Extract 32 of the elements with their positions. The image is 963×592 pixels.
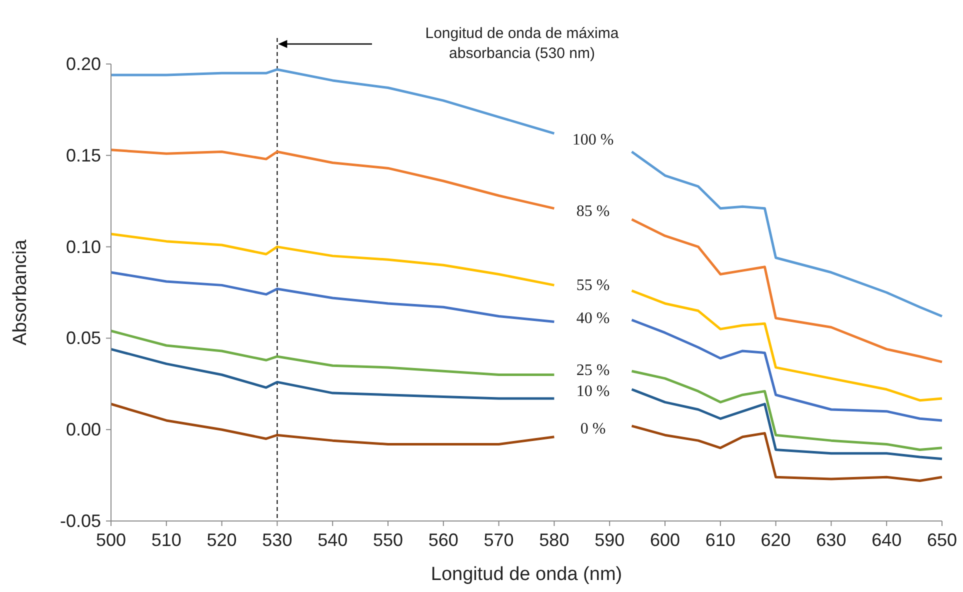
text: Longitud de onda de máxima absorbancia (530 nm) (425, 25, 620, 62)
x-tick-label: 560 (428, 530, 458, 550)
x-tick-label: 610 (705, 530, 736, 550)
x-tick-label: 570 (484, 530, 514, 550)
x-tick-label: 600 (650, 530, 680, 550)
x-tick-label: 640 (872, 530, 902, 550)
x-tick-label: 650 (926, 530, 958, 550)
series-label: 55 % (576, 276, 610, 294)
x-axis-title: Longitud de onda (nm) (430, 564, 622, 585)
x-tick-label: 530 (262, 530, 292, 550)
series-label: 85 % (576, 202, 610, 220)
y-tick-label: 0.10 (66, 236, 101, 257)
x-tick-label: 580 (539, 530, 570, 550)
y-tick-label: 0.15 (66, 145, 101, 166)
y-tick-label: 0.05 (66, 328, 101, 348)
series-label: 40 % (576, 310, 610, 327)
x-tick-label: 520 (206, 530, 237, 550)
x-tick-label: 540 (318, 530, 348, 550)
series-label: 10 % (576, 382, 610, 400)
x-tick-label: 630 (816, 530, 846, 550)
x-tick-label: 510 (151, 530, 182, 550)
y-tick-label: 0.00 (66, 420, 101, 440)
y-tick-label: -0.05 (60, 511, 101, 531)
x-tick-label: 590 (594, 530, 625, 550)
y-axis-title: Absorbancia (10, 239, 31, 346)
x-tick-label: 620 (760, 530, 791, 550)
series-label: 100 % (572, 132, 614, 149)
series-label: 25 % (576, 362, 610, 379)
x-tick-label: 500 (96, 530, 126, 550)
series-label: 0 % (580, 420, 606, 438)
y-tick-label: 0.20 (66, 54, 101, 74)
x-tick-label: 550 (372, 530, 404, 550)
